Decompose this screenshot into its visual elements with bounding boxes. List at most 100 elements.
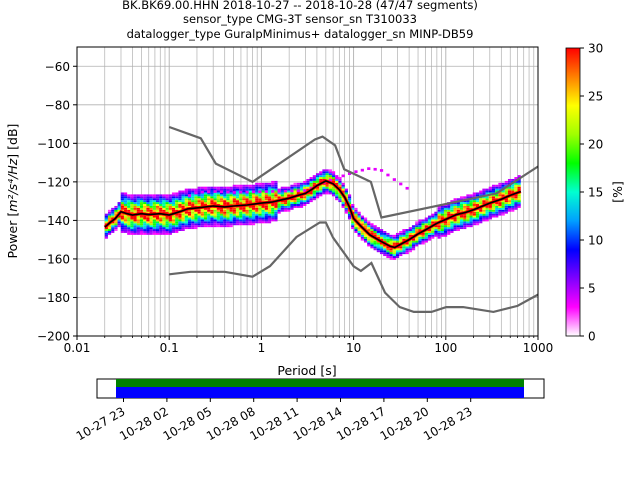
pdf-cell xyxy=(184,200,188,203)
grid-lines xyxy=(77,47,538,336)
pdf-cell xyxy=(261,219,265,222)
pdf-cell xyxy=(184,202,188,205)
pdf-cell xyxy=(491,209,496,212)
pdf-cell xyxy=(162,232,166,235)
pdf-cell xyxy=(191,196,195,199)
pdf-cell xyxy=(165,232,169,235)
pdf-cell xyxy=(216,190,220,193)
pdf-cell xyxy=(319,175,323,178)
pdf-cell xyxy=(117,204,121,206)
pdf-cell xyxy=(127,196,131,199)
pdf-cell xyxy=(408,227,412,230)
pdf-cell xyxy=(475,202,480,205)
pdf-cell xyxy=(248,186,252,189)
pdf-cell xyxy=(303,186,307,189)
pdf-cell xyxy=(242,223,246,226)
pdf-cell xyxy=(216,223,220,226)
pdf-cell xyxy=(283,194,288,197)
pdf-cell xyxy=(242,205,246,208)
pdf-cell xyxy=(251,205,256,208)
pdf-cell xyxy=(251,186,256,189)
pdf-cell xyxy=(226,207,230,210)
pdf-cell xyxy=(207,207,211,210)
pdf-cell xyxy=(248,213,252,216)
pdf-cell xyxy=(194,188,198,191)
pdf-cell xyxy=(472,217,476,220)
pdf-cell xyxy=(408,232,412,235)
pdf-cell xyxy=(411,242,416,245)
pdf-cell xyxy=(136,200,140,203)
pdf-cell xyxy=(491,188,496,191)
pdf-cell xyxy=(123,215,128,218)
pdf-cell xyxy=(456,215,460,218)
pdf-cell xyxy=(178,207,182,210)
pdf-cell xyxy=(418,227,422,230)
pdf-cell xyxy=(341,205,345,208)
pdf-cell xyxy=(171,200,176,203)
pdf-cell xyxy=(456,227,460,230)
pdf-cell xyxy=(376,246,380,249)
pdf-cell xyxy=(136,223,140,226)
pdf-cell xyxy=(335,198,339,201)
pdf-cell xyxy=(386,240,390,243)
pdf-cell xyxy=(149,225,153,228)
pdf-cell xyxy=(133,198,137,201)
pdf-cell xyxy=(338,192,342,195)
pdf-cell xyxy=(271,215,275,218)
x-tick-label: 100 xyxy=(434,341,457,355)
pdf-cell xyxy=(501,194,505,197)
pdf-cell xyxy=(290,207,294,210)
pdf-cell xyxy=(331,177,336,179)
pdf-cell xyxy=(383,248,387,251)
pdf-cell xyxy=(399,246,403,249)
y-tick-label: −180 xyxy=(37,291,70,305)
pdf-cell xyxy=(171,202,176,205)
pdf-cell xyxy=(226,221,230,224)
pdf-cell xyxy=(277,204,281,206)
pdf-cell xyxy=(408,230,412,233)
pdf-cell xyxy=(162,200,166,203)
pdf-cell xyxy=(229,213,233,216)
pdf-cell xyxy=(130,227,134,230)
pdf-cell xyxy=(123,207,128,210)
pdf-cell xyxy=(514,188,518,191)
pdf-cell xyxy=(299,198,304,201)
pdf-cell xyxy=(187,219,192,222)
pdf-cell xyxy=(255,219,259,222)
pdf-cell xyxy=(341,188,345,191)
pdf-cell xyxy=(251,184,256,187)
pdf-cell xyxy=(162,221,166,224)
pdf-cell xyxy=(408,229,412,231)
pdf-cell xyxy=(146,200,150,203)
pdf-cell xyxy=(437,209,441,212)
colorbar-label: [%] xyxy=(610,181,625,203)
pdf-cell xyxy=(152,198,156,201)
colorbar-tick-label: 0 xyxy=(588,330,596,344)
pdf-cell xyxy=(328,169,332,172)
x-tick-label: 1 xyxy=(258,341,266,355)
pdf-cell xyxy=(517,196,521,199)
pdf-cell xyxy=(264,192,268,195)
pdf-cell xyxy=(123,219,128,222)
pdf-cell xyxy=(255,213,259,216)
pdf-cell xyxy=(421,238,425,241)
pdf-cell xyxy=(155,200,160,203)
pdf-cell xyxy=(514,205,518,208)
pdf-cell xyxy=(283,207,288,210)
pdf-cell xyxy=(245,186,249,189)
pdf-cell xyxy=(507,202,512,205)
pdf-cell xyxy=(203,200,208,203)
pdf-cell xyxy=(363,232,368,235)
pdf-cell xyxy=(511,209,515,212)
pdf-cell xyxy=(418,225,422,228)
pdf-cell xyxy=(287,200,291,203)
pdf-cell xyxy=(117,209,121,212)
pdf-cell xyxy=(389,236,393,239)
pdf-cell xyxy=(229,186,233,189)
pdf-cell xyxy=(309,184,313,187)
pdf-cell-secondary xyxy=(277,189,281,193)
pdf-cell xyxy=(466,194,470,197)
pdf-cell xyxy=(517,182,521,185)
pdf-cell xyxy=(485,198,489,201)
pdf-cell xyxy=(312,198,316,201)
